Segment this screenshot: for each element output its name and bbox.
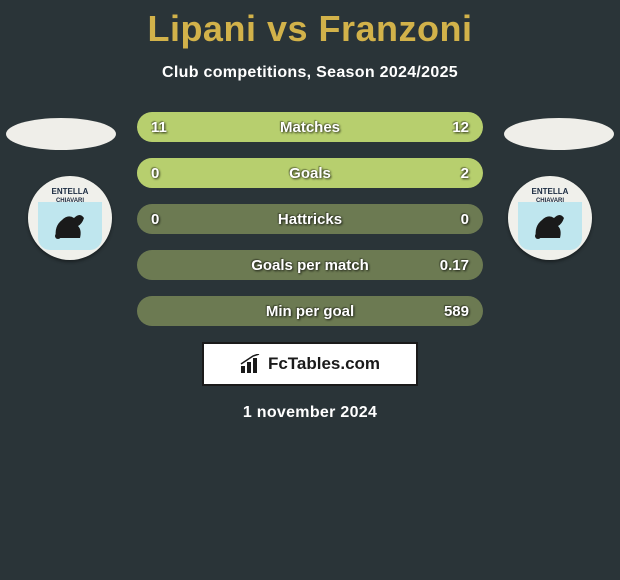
club-badge-left: ENTELLA CHIAVARI bbox=[28, 176, 112, 260]
club-right-silhouette-icon bbox=[530, 208, 570, 242]
country-flag-right bbox=[504, 118, 614, 150]
stat-row: 0Goals2 bbox=[137, 158, 483, 188]
club-badge-right-inner: ENTELLA CHIAVARI bbox=[518, 186, 582, 250]
stat-value-right: 589 bbox=[435, 303, 469, 320]
stat-value-left: 0 bbox=[151, 165, 185, 182]
stat-value-left: 11 bbox=[151, 119, 185, 136]
snapshot-date: 1 november 2024 bbox=[0, 404, 620, 422]
vs-label: vs bbox=[267, 8, 308, 49]
stat-row: 0Hattricks0 bbox=[137, 204, 483, 234]
stat-value-right: 0.17 bbox=[435, 257, 469, 274]
comparison-content: ENTELLA CHIAVARI ENTELLA CHIAVARI 11Matc… bbox=[0, 112, 620, 422]
stats-rows: 11Matches120Goals20Hattricks0Goals per m… bbox=[137, 112, 483, 326]
stat-row: Goals per match0.17 bbox=[137, 250, 483, 280]
subtitle: Club competitions, Season 2024/2025 bbox=[0, 64, 620, 82]
club-left-name-bottom: CHIAVARI bbox=[56, 198, 84, 204]
source-logo-text: FcTables.com bbox=[268, 354, 380, 374]
stat-label: Goals per match bbox=[185, 257, 435, 274]
comparison-title: Lipani vs Franzoni bbox=[0, 8, 620, 50]
club-badge-right: ENTELLA CHIAVARI bbox=[508, 176, 592, 260]
stat-label: Min per goal bbox=[185, 303, 435, 320]
stat-label: Goals bbox=[185, 165, 435, 182]
player-b-name: Franzoni bbox=[319, 8, 473, 49]
club-badge-left-inner: ENTELLA CHIAVARI bbox=[38, 186, 102, 250]
stat-row: 11Matches12 bbox=[137, 112, 483, 142]
bar-chart-icon bbox=[240, 354, 262, 374]
club-left-silhouette-icon bbox=[50, 208, 90, 242]
source-logo: FcTables.com bbox=[202, 342, 418, 386]
stat-value-right: 12 bbox=[435, 119, 469, 136]
stat-value-right: 2 bbox=[435, 165, 469, 182]
club-right-name-bottom: CHIAVARI bbox=[536, 198, 564, 204]
club-right-name-top: ENTELLA bbox=[532, 188, 569, 196]
stat-value-left: 0 bbox=[151, 211, 185, 228]
stat-label: Matches bbox=[185, 119, 435, 136]
stat-value-right: 0 bbox=[435, 211, 469, 228]
country-flag-left bbox=[6, 118, 116, 150]
stat-label: Hattricks bbox=[185, 211, 435, 228]
player-a-name: Lipani bbox=[147, 8, 256, 49]
club-left-name-top: ENTELLA bbox=[52, 188, 89, 196]
stat-row: Min per goal589 bbox=[137, 296, 483, 326]
